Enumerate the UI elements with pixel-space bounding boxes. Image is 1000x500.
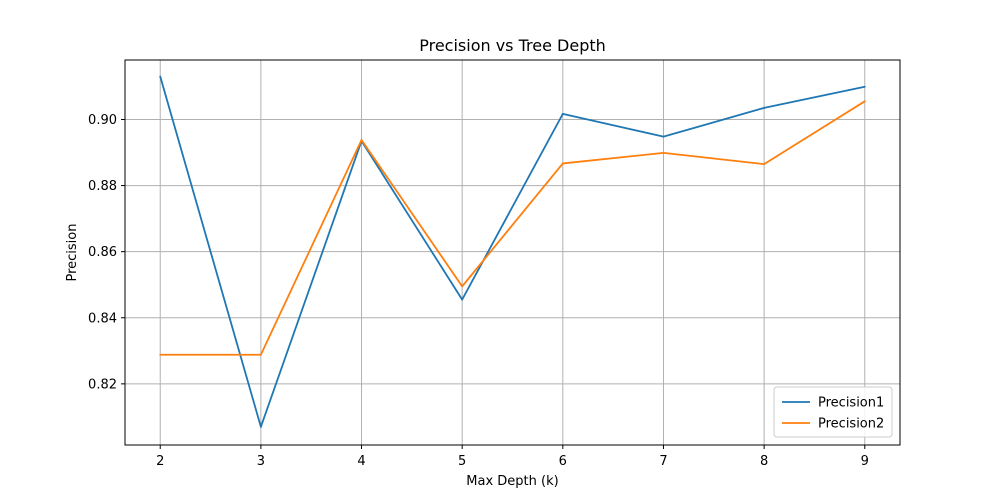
- data-point-precision2: [159, 353, 162, 356]
- chart-title: Precision vs Tree Depth: [419, 36, 606, 55]
- data-point-precision2: [561, 162, 564, 165]
- x-tick-label: 6: [559, 454, 567, 469]
- data-point-precision2: [863, 100, 866, 103]
- data-point-precision1: [863, 85, 866, 88]
- data-point-precision2: [763, 163, 766, 165]
- x-tick-label: 7: [659, 454, 667, 469]
- y-axis-label: Precision: [65, 223, 80, 281]
- legend-label: Precision1: [818, 396, 884, 411]
- data-point-precision2: [461, 285, 464, 288]
- plot-frame: [124, 59, 901, 446]
- legend-box: [773, 386, 893, 438]
- data-point-precision1: [159, 75, 162, 78]
- legend-label: Precision2: [818, 417, 884, 432]
- x-tick-label: 3: [257, 454, 265, 469]
- x-tick-label: 4: [357, 454, 365, 469]
- tick-layer: 2 3 4 5 6 7 8 9 0.82 0.84 0.86 0.88 0.90: [88, 113, 869, 469]
- x-tick-label: 2: [156, 454, 164, 469]
- series-line-precision2: [160, 100, 866, 356]
- data-point-precision1: [461, 298, 464, 301]
- legend: Precision1 Precision2: [773, 386, 893, 438]
- data-point-precision2: [662, 151, 665, 154]
- x-axis-label: Max Depth (k): [466, 474, 558, 489]
- data-point-precision1: [662, 135, 665, 138]
- series-layer: [159, 75, 866, 428]
- x-tick-label: 9: [861, 454, 869, 469]
- y-tick-label: 0.90: [88, 113, 117, 128]
- y-tick-label: 0.86: [88, 245, 117, 260]
- y-tick-label: 0.84: [88, 311, 117, 326]
- data-point-precision2: [259, 353, 262, 356]
- data-point-precision1: [561, 112, 564, 115]
- data-point-precision2: [360, 139, 363, 141]
- y-tick-label: 0.88: [88, 179, 117, 194]
- x-tick-label: 5: [458, 454, 466, 469]
- series-line-precision1: [159, 76, 865, 428]
- y-tick-label: 0.82: [88, 377, 117, 392]
- data-point-precision1: [763, 107, 766, 109]
- data-point-precision1: [259, 425, 262, 428]
- grid-layer: [125, 60, 900, 445]
- x-tick-label: 8: [760, 454, 768, 469]
